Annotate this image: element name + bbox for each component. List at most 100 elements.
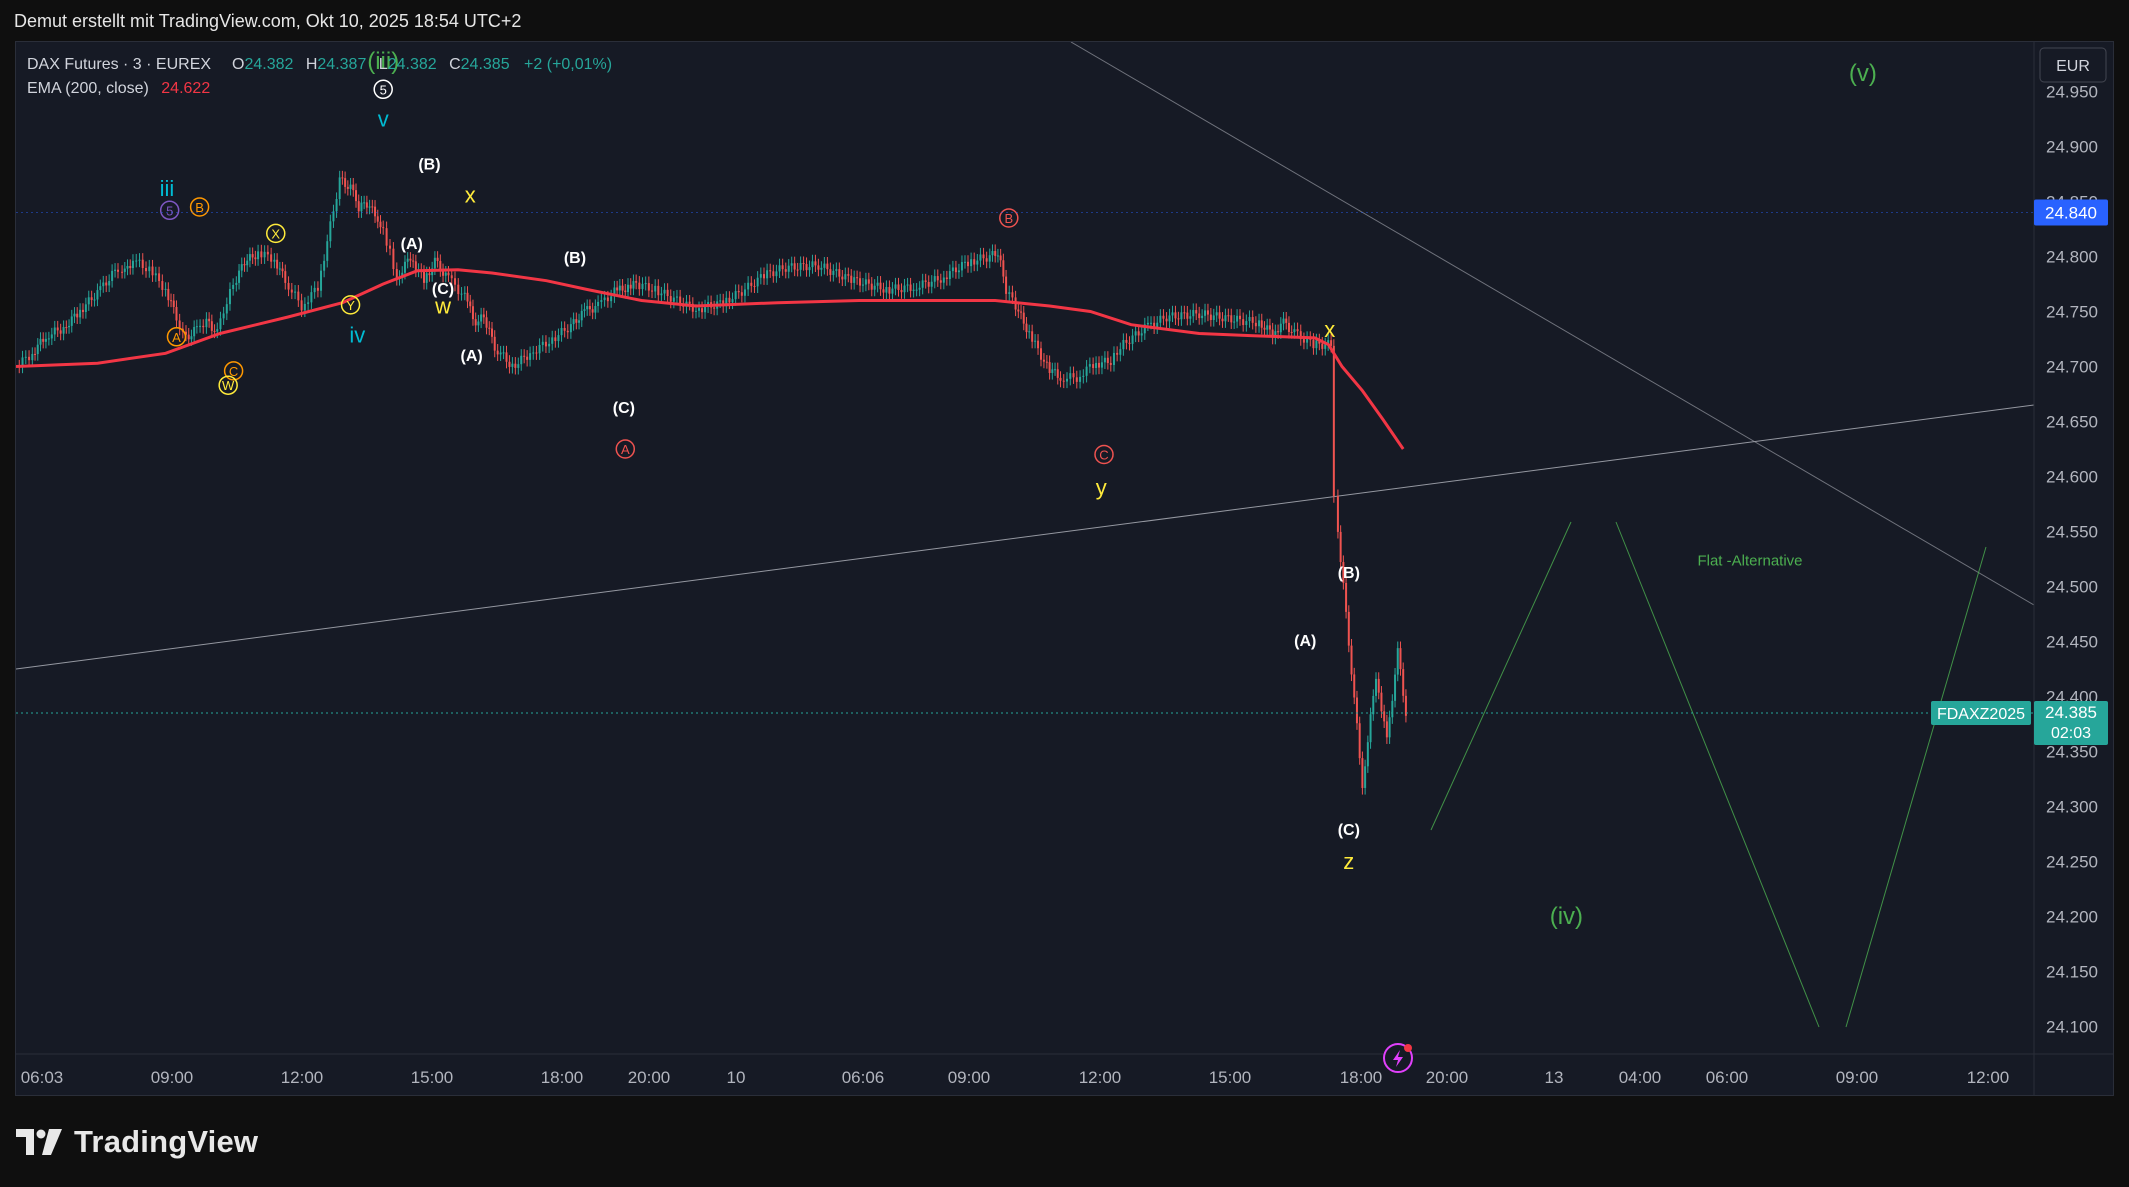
wave-label: (A) [460, 348, 482, 365]
x-tick-label: 12:00 [281, 1068, 324, 1087]
candle-body [572, 319, 575, 325]
candle-body [616, 287, 619, 291]
candle-body [1034, 340, 1037, 342]
current-price-value: 24.385 [2045, 703, 2097, 722]
wave-label: iii [160, 176, 175, 201]
candle-body [606, 297, 609, 302]
tradingview-logo-icon [16, 1129, 62, 1155]
candle-body [586, 306, 589, 310]
candle-body [548, 343, 551, 347]
wave-label: B [1004, 211, 1013, 226]
legend-ema[interactable]: EMA (200, close) 24.622 [27, 80, 210, 97]
candle-body [1092, 364, 1095, 368]
candle-body [544, 341, 547, 347]
candle-body [1258, 320, 1261, 327]
candle-body [627, 284, 629, 293]
candle-body [111, 270, 114, 281]
wave-label-circle [189, 197, 210, 217]
candle-body [629, 284, 632, 289]
candle-body [526, 356, 529, 360]
candle-body [389, 245, 391, 249]
candle-body [307, 302, 310, 304]
candle-body [151, 266, 154, 276]
candle-body [856, 277, 859, 279]
candle-body [1116, 352, 1119, 355]
candle-body [701, 308, 704, 313]
candle-body [1042, 359, 1045, 362]
candle-body [1072, 373, 1075, 378]
candle-body [1206, 310, 1209, 315]
candle-body [909, 284, 912, 291]
candle-body [1100, 362, 1103, 368]
candle-body [1098, 362, 1101, 368]
candle-body [1282, 318, 1285, 324]
candle-body [985, 258, 988, 262]
candle-body [1131, 335, 1134, 344]
candle-body [68, 325, 71, 328]
candle-body [1372, 695, 1375, 715]
symbol-tag-label: FDAXZ2025 [1937, 706, 2025, 723]
footer-logo[interactable]: TradingView [16, 1124, 258, 1160]
candle-body [1146, 322, 1149, 325]
candle-body [621, 285, 624, 291]
candle-body [477, 321, 480, 326]
candle-body [1279, 323, 1282, 333]
candle-body [471, 306, 474, 320]
candle-body [1020, 311, 1023, 313]
header-strip: Demut erstellt mit TradingView.com, Okt … [0, 0, 2129, 40]
candle-body [287, 282, 290, 290]
wave-label: A [172, 330, 181, 345]
candle-body [108, 280, 111, 286]
candle-body [945, 277, 948, 280]
candle-body [799, 263, 802, 270]
candle-body [666, 289, 669, 297]
candle-body [379, 221, 382, 228]
candle-body [808, 267, 811, 271]
alert-lightning-icon[interactable] [1383, 1043, 1413, 1073]
candle-body [669, 296, 672, 302]
candle-body [1380, 692, 1383, 712]
candle-body [444, 272, 447, 276]
wave-label: W [222, 378, 235, 393]
wave-label: w [434, 294, 451, 319]
candle-body [357, 201, 360, 212]
candle-body [1045, 361, 1048, 363]
legend-open-label: O [232, 56, 244, 73]
candle-body [450, 275, 453, 279]
candle-body [225, 304, 228, 314]
x-tick-label: 15:00 [1209, 1068, 1252, 1087]
wave-label: X [271, 226, 280, 241]
currency-button[interactable] [2039, 47, 2107, 83]
candle-body [316, 287, 319, 291]
candle-body [385, 228, 388, 246]
wave-label-circle [166, 327, 187, 347]
candle-body [1198, 313, 1201, 319]
wave-label: A [621, 442, 630, 457]
candle-body [355, 190, 357, 202]
candle-body [951, 267, 954, 272]
candle-body [610, 296, 613, 302]
candle-body [202, 325, 205, 328]
candle-body [363, 202, 366, 204]
wave-label: (B) [1338, 565, 1360, 582]
candle-body [691, 303, 694, 312]
candle-body [297, 291, 300, 301]
candle-body [42, 338, 45, 342]
candle-body [508, 361, 511, 367]
candle-body [53, 327, 56, 335]
candle-body [170, 300, 173, 302]
y-tick-label: 24.300 [2046, 798, 2098, 817]
candle-body [753, 285, 756, 287]
candle-body [93, 299, 96, 301]
candle-body [199, 325, 202, 327]
candle-body [469, 301, 472, 307]
candle-body [1085, 366, 1088, 376]
candle-body [1209, 314, 1212, 320]
candle-body [903, 285, 906, 293]
candle-body [1066, 378, 1069, 382]
candle-body [861, 284, 864, 286]
candle-body [1268, 325, 1271, 330]
candle-body [921, 280, 924, 288]
